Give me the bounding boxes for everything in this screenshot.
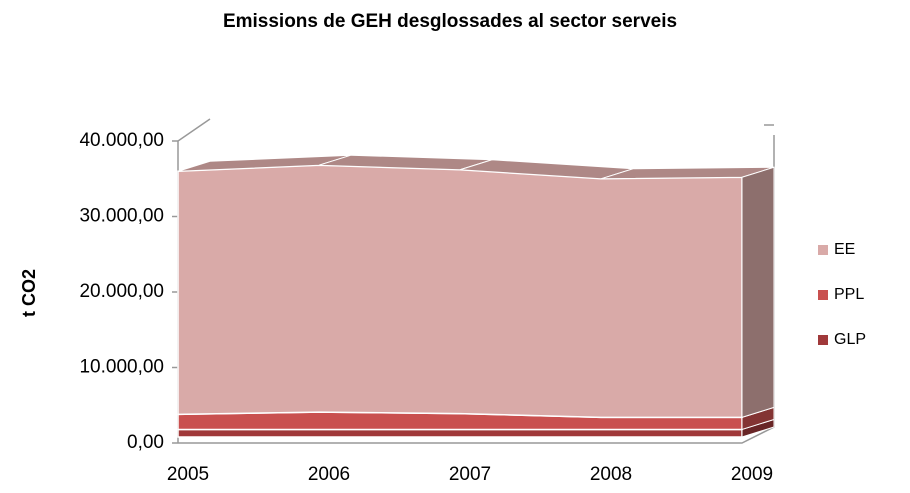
legend-swatch [818,335,828,345]
x-tick-label: 2005 [167,464,209,485]
legend-label: GLP [834,331,866,348]
x-tick-label: 2006 [308,464,350,485]
legend-label: EE [834,241,855,258]
x-tick-label: 2009 [731,464,773,485]
x-tick-label: 2008 [590,464,632,485]
x-tick-label: 2007 [449,464,491,485]
legend-swatch [818,290,828,300]
area-front [177,164,743,419]
y-axis-label: t CO2 [19,269,39,317]
area-side [741,166,775,419]
chart-title: Emissions de GEH desglossades al sector … [223,11,677,32]
y-tick-label: 20.000,00 [79,281,164,302]
y-tick-label: 10.000,00 [79,357,164,378]
y-tick-label: 30.000,00 [79,206,164,227]
y-tick-label: 40.000,00 [79,130,164,151]
y-tick-label: 0,00 [127,432,164,453]
legend-swatch [818,245,828,255]
area-front [177,428,743,438]
legend-label: PPL [834,286,864,303]
